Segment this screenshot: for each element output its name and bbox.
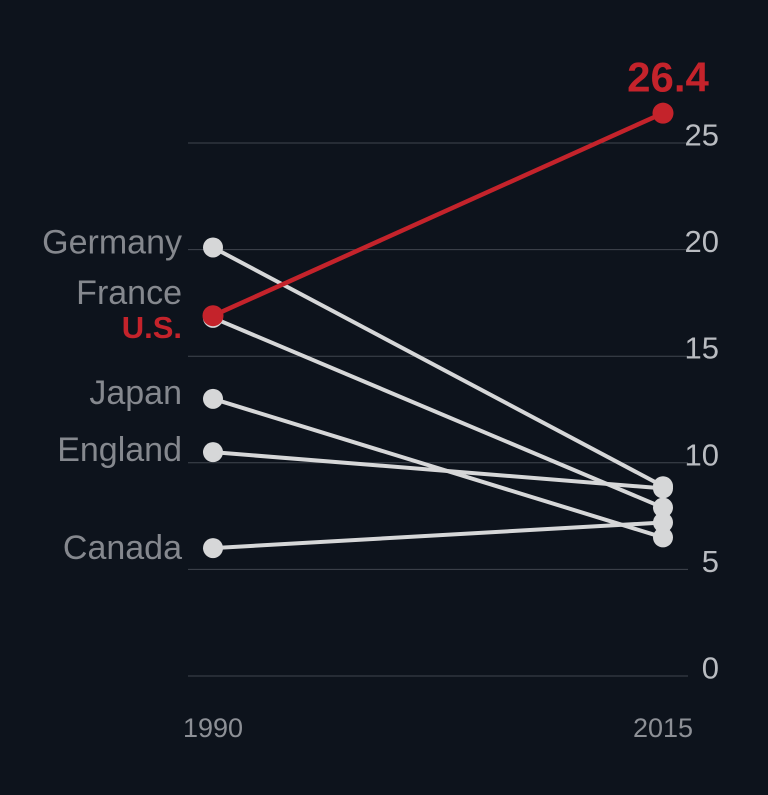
country-label-u-s: U.S.	[122, 310, 182, 345]
annotation-value-u-s: 26.4	[627, 54, 709, 101]
y-tick-label-20: 20	[685, 224, 719, 259]
slope-line-germany	[212, 245, 664, 489]
slope-line-u-s	[212, 111, 664, 318]
slope-line-canada	[212, 520, 664, 551]
country-label-france: France	[76, 274, 182, 312]
country-label-england: England	[57, 431, 182, 469]
slope-line-england	[212, 450, 664, 491]
y-tick-label-15: 15	[685, 331, 719, 366]
point-1990-japan	[203, 388, 223, 409]
y-tick-label-5: 5	[702, 544, 719, 579]
point-2015-canada	[653, 512, 673, 533]
x-axis-label-2015: 2015	[633, 713, 693, 743]
point-1990-u-s	[202, 305, 224, 327]
point-1990-germany	[203, 237, 223, 258]
x-axis-label-1990: 1990	[183, 713, 243, 743]
slope-line-japan	[212, 396, 664, 540]
point-2015-england	[653, 478, 673, 499]
point-2015-japan	[653, 527, 673, 548]
point-1990-canada	[203, 538, 223, 559]
point-1990-england	[203, 442, 223, 463]
point-2015-france	[653, 497, 673, 518]
y-tick-label-0: 0	[702, 651, 719, 686]
country-label-canada: Canada	[63, 529, 182, 567]
country-label-germany: Germany	[42, 223, 182, 261]
y-tick-label-10: 10	[685, 437, 719, 472]
slope-line-france	[212, 315, 664, 510]
country-label-japan: Japan	[89, 374, 182, 412]
y-tick-label-25: 25	[685, 118, 719, 153]
point-2015-u-s	[652, 102, 674, 124]
